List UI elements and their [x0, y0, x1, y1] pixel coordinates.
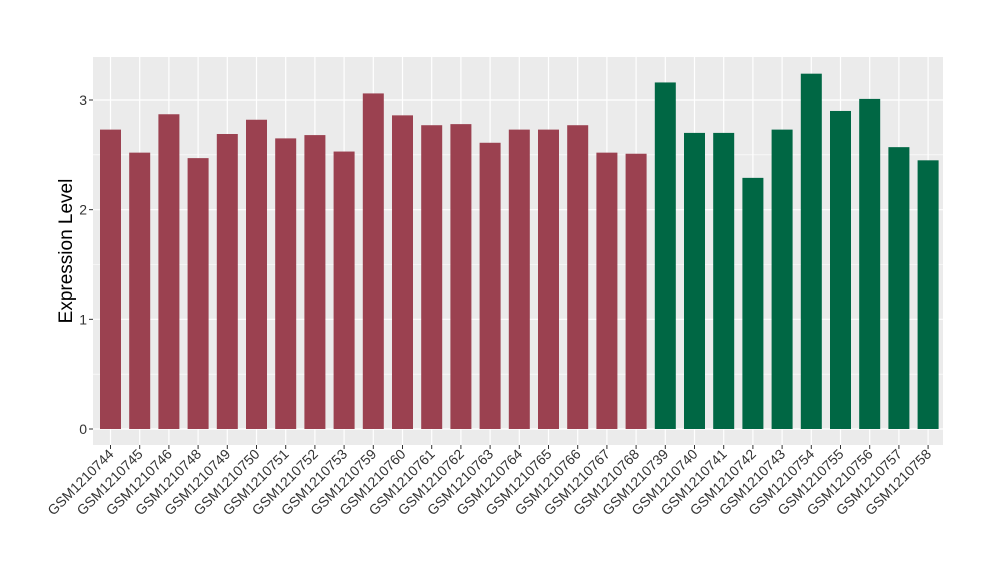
bar-GSM1210739: [654, 82, 676, 429]
bar-GSM1210743: [771, 129, 793, 430]
bar-GSM1210753: [333, 151, 355, 429]
bar-GSM1210748: [187, 158, 209, 429]
bar-GSM1210761: [421, 125, 443, 430]
bar-GSM1210750: [246, 119, 267, 430]
bar-GSM1210762: [450, 124, 472, 430]
bar-GSM1210758: [917, 160, 939, 430]
bar-GSM1210741: [713, 132, 735, 429]
bar-GSM1210742: [742, 177, 764, 429]
y-tick-label: 2: [79, 202, 87, 218]
bar-GSM1210744: [100, 129, 121, 430]
bar-GSM1210756: [859, 98, 881, 430]
bar-GSM1210766: [567, 125, 589, 430]
bar-GSM1210757: [888, 147, 910, 429]
y-tick-label: 1: [79, 311, 87, 327]
bar-GSM1210765: [538, 129, 559, 430]
x-axis: GSM1210744GSM1210745GSM1210746GSM1210748…: [44, 445, 934, 518]
y-axis-title: Expression Level: [56, 179, 77, 324]
bar-GSM1210755: [830, 110, 851, 429]
bar-GSM1210754: [800, 73, 822, 430]
y-tick-label: 3: [79, 92, 87, 108]
bar-GSM1210760: [392, 115, 413, 429]
y-tick-label: 0: [79, 421, 87, 437]
bar-GSM1210745: [129, 152, 151, 429]
bar-GSM1210768: [625, 153, 647, 429]
bar-GSM1210740: [684, 132, 705, 429]
bar-GSM1210763: [479, 142, 501, 429]
y-axis: 0 1 2 3: [79, 92, 93, 437]
bar-GSM1210751: [275, 138, 297, 429]
bar-GSM1210746: [158, 114, 180, 430]
bar-GSM1210752: [304, 135, 326, 430]
bar-GSM1210764: [508, 129, 530, 430]
bar-layer: [100, 73, 939, 430]
bar-GSM1210767: [596, 152, 618, 429]
bar-GSM1210749: [216, 133, 238, 429]
bar-GSM1210759: [362, 93, 384, 430]
